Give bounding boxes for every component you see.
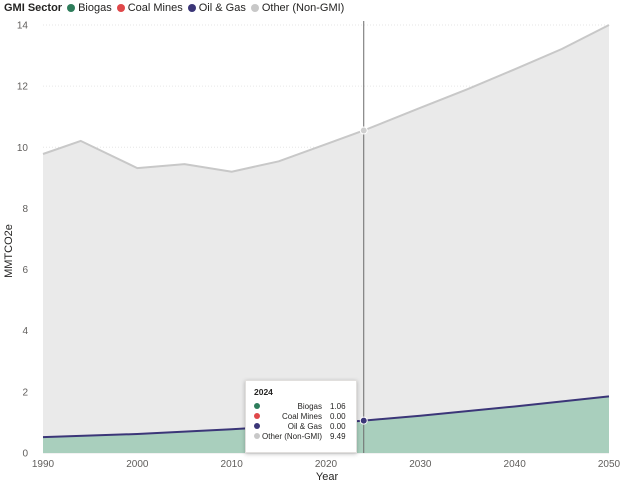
- tooltip-label-other: Other (Non-GMI): [262, 431, 323, 441]
- legend-dot-oil-gas: [187, 4, 196, 12]
- y-tick-label-4: 4: [22, 326, 28, 337]
- legend: GMI Sector Biogas Coal Mines Oil & Gas O…: [4, 0, 349, 16]
- legend-item-other[interactable]: Other (Non-GMI): [250, 2, 345, 14]
- tooltip-value-oil-gas: 0.00: [330, 421, 346, 431]
- legend-item-biogas[interactable]: Biogas: [67, 2, 112, 14]
- tooltip-value-coal-mines: 0.00: [330, 411, 346, 421]
- legend-title: GMI Sector: [4, 2, 63, 14]
- x-tick-label-1990: 1990: [32, 459, 55, 470]
- marker-oil-gas-2024: [359, 416, 368, 425]
- y-tick-label-0: 0: [22, 449, 28, 460]
- x-tick-label-2040: 2040: [504, 459, 527, 470]
- legend-label-other: Other (Non-GMI): [261, 2, 345, 14]
- area-other-non-gmi: [43, 25, 609, 438]
- x-tick-label-2010: 2010: [221, 459, 244, 470]
- legend-dot-coal-mines: [116, 4, 125, 12]
- x-tick-label-2020: 2020: [315, 459, 338, 470]
- tooltip-label-biogas: Biogas: [297, 401, 322, 411]
- y-tick-label-2: 2: [22, 387, 28, 398]
- line-other-non-gmi: [42, 24, 610, 173]
- x-tick-label-2030: 2030: [409, 459, 432, 470]
- y-tick-label-12: 12: [17, 82, 29, 93]
- y-tick-label-6: 6: [22, 265, 28, 276]
- y-tick-label-14: 14: [17, 21, 29, 32]
- data-tooltip: 2024 Biogas 1.06 Coal Mines 0.00 Oil & G…: [245, 380, 357, 453]
- x-tick-label-2000: 2000: [126, 459, 149, 470]
- legend-label-biogas: Biogas: [78, 2, 112, 14]
- tooltip-dot-coal-mines: [254, 413, 260, 419]
- tooltip-dot-other: [254, 433, 260, 439]
- legend-item-coal-mines[interactable]: Coal Mines: [116, 2, 183, 14]
- legend-label-coal-mines: Coal Mines: [127, 2, 183, 14]
- marker-other-2024: [359, 126, 368, 135]
- legend-label-oil-gas: Oil & Gas: [198, 2, 246, 14]
- tooltip-dot-biogas: [254, 403, 260, 409]
- legend-item-oil-gas[interactable]: Oil & Gas: [187, 2, 246, 14]
- x-axis-title: Year: [316, 471, 339, 483]
- x-tick-label-2050: 2050: [598, 459, 621, 470]
- tooltip-label-coal-mines: Coal Mines: [281, 411, 322, 421]
- tooltip-row-biogas: Biogas 1.06: [254, 401, 348, 411]
- tooltip-value-biogas: 1.06: [330, 401, 346, 411]
- legend-dot-biogas: [67, 4, 76, 12]
- tooltip-value-other: 9.49: [330, 431, 346, 441]
- tooltip-row-coal-mines: Coal Mines 0.00: [254, 411, 348, 421]
- tooltip-header: 2024: [254, 387, 273, 397]
- tooltip-label-oil-gas: Oil & Gas: [287, 421, 322, 431]
- y-tick-label-10: 10: [17, 143, 29, 154]
- y-tick-label-8: 8: [22, 204, 28, 215]
- y-axis-title: MMTCO2e: [3, 224, 15, 278]
- tooltip-row-other: Other (Non-GMI) 9.49: [254, 431, 348, 441]
- tooltip-dot-oil-gas: [254, 423, 260, 429]
- legend-dot-other: [250, 4, 259, 12]
- tooltip-row-oil-gas: Oil & Gas 0.00: [254, 421, 348, 431]
